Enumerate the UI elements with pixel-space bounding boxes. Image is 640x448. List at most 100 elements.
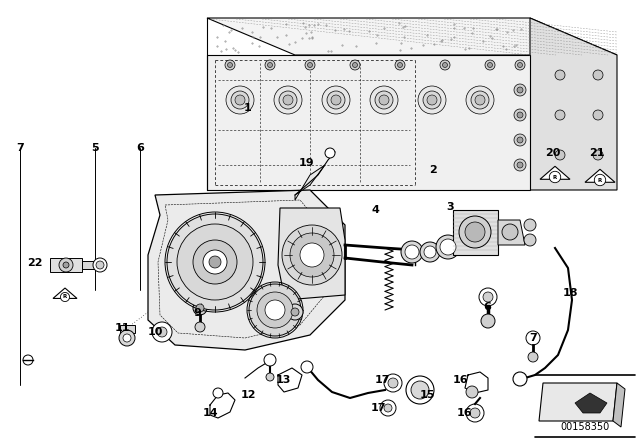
Circle shape xyxy=(235,95,245,105)
Circle shape xyxy=(514,84,526,96)
Polygon shape xyxy=(585,169,615,182)
Text: 16: 16 xyxy=(457,408,473,418)
Circle shape xyxy=(593,150,603,160)
Text: 12: 12 xyxy=(240,390,256,400)
Circle shape xyxy=(375,91,393,109)
Circle shape xyxy=(514,134,526,146)
Circle shape xyxy=(322,86,350,114)
Circle shape xyxy=(528,352,538,362)
Text: 13: 13 xyxy=(275,375,291,385)
Circle shape xyxy=(59,258,73,272)
Circle shape xyxy=(274,86,302,114)
Circle shape xyxy=(266,373,274,381)
Circle shape xyxy=(405,245,419,259)
Circle shape xyxy=(265,60,275,70)
Circle shape xyxy=(60,293,70,302)
Circle shape xyxy=(420,242,440,262)
Circle shape xyxy=(593,110,603,120)
Text: 20: 20 xyxy=(545,148,561,158)
Circle shape xyxy=(481,314,495,328)
Circle shape xyxy=(475,95,485,105)
Polygon shape xyxy=(539,383,617,421)
Circle shape xyxy=(488,63,493,68)
Circle shape xyxy=(193,240,237,284)
Circle shape xyxy=(502,224,518,240)
Circle shape xyxy=(401,241,423,263)
Circle shape xyxy=(209,256,221,268)
Circle shape xyxy=(442,63,447,68)
Circle shape xyxy=(397,63,403,68)
Circle shape xyxy=(231,91,249,109)
Polygon shape xyxy=(50,258,82,272)
Circle shape xyxy=(331,95,341,105)
Text: 8: 8 xyxy=(264,308,272,318)
Circle shape xyxy=(411,381,429,399)
Circle shape xyxy=(203,250,227,274)
Circle shape xyxy=(470,408,480,418)
Text: R: R xyxy=(553,175,557,180)
Circle shape xyxy=(380,400,396,416)
Circle shape xyxy=(526,331,540,345)
Text: 11: 11 xyxy=(115,323,130,333)
Circle shape xyxy=(177,224,253,300)
Text: 6: 6 xyxy=(483,302,491,312)
Circle shape xyxy=(517,112,523,118)
Circle shape xyxy=(268,63,273,68)
Polygon shape xyxy=(295,165,325,200)
Circle shape xyxy=(249,284,301,336)
Text: 2: 2 xyxy=(429,165,437,175)
Text: 7: 7 xyxy=(529,333,537,343)
Circle shape xyxy=(152,322,172,342)
Polygon shape xyxy=(575,393,607,413)
Circle shape xyxy=(388,378,398,388)
Circle shape xyxy=(517,87,523,93)
Circle shape xyxy=(379,95,389,105)
Text: 16: 16 xyxy=(452,375,468,385)
Circle shape xyxy=(459,216,491,248)
Polygon shape xyxy=(613,383,625,427)
Circle shape xyxy=(264,354,276,366)
Circle shape xyxy=(555,70,565,80)
Circle shape xyxy=(513,372,527,386)
Circle shape xyxy=(257,292,293,328)
Circle shape xyxy=(93,258,107,272)
Text: 5: 5 xyxy=(91,143,99,153)
Polygon shape xyxy=(53,288,77,298)
Text: 4: 4 xyxy=(371,205,379,215)
Circle shape xyxy=(406,376,434,404)
Polygon shape xyxy=(453,210,498,255)
Circle shape xyxy=(471,91,489,109)
Text: 7: 7 xyxy=(16,143,24,153)
Text: 21: 21 xyxy=(589,148,605,158)
Circle shape xyxy=(300,243,324,267)
Polygon shape xyxy=(207,55,530,190)
Circle shape xyxy=(167,214,263,310)
Circle shape xyxy=(119,330,135,346)
Polygon shape xyxy=(148,190,345,350)
Circle shape xyxy=(63,262,69,268)
Circle shape xyxy=(524,234,536,246)
Circle shape xyxy=(517,162,523,168)
Circle shape xyxy=(213,388,223,398)
Circle shape xyxy=(483,292,493,302)
Circle shape xyxy=(123,334,131,342)
Circle shape xyxy=(593,70,603,80)
Circle shape xyxy=(353,63,358,68)
Circle shape xyxy=(440,239,456,255)
Text: 00158350: 00158350 xyxy=(561,422,610,432)
Circle shape xyxy=(517,137,523,143)
Circle shape xyxy=(157,327,167,337)
Circle shape xyxy=(518,63,522,68)
Circle shape xyxy=(524,219,536,231)
Circle shape xyxy=(226,86,254,114)
Circle shape xyxy=(427,95,437,105)
Circle shape xyxy=(555,150,565,160)
Circle shape xyxy=(555,110,565,120)
Text: 10: 10 xyxy=(147,327,163,337)
Circle shape xyxy=(423,91,441,109)
Circle shape xyxy=(384,404,392,412)
Polygon shape xyxy=(82,261,95,269)
Circle shape xyxy=(514,159,526,171)
Circle shape xyxy=(350,60,360,70)
Text: 3: 3 xyxy=(446,202,454,212)
